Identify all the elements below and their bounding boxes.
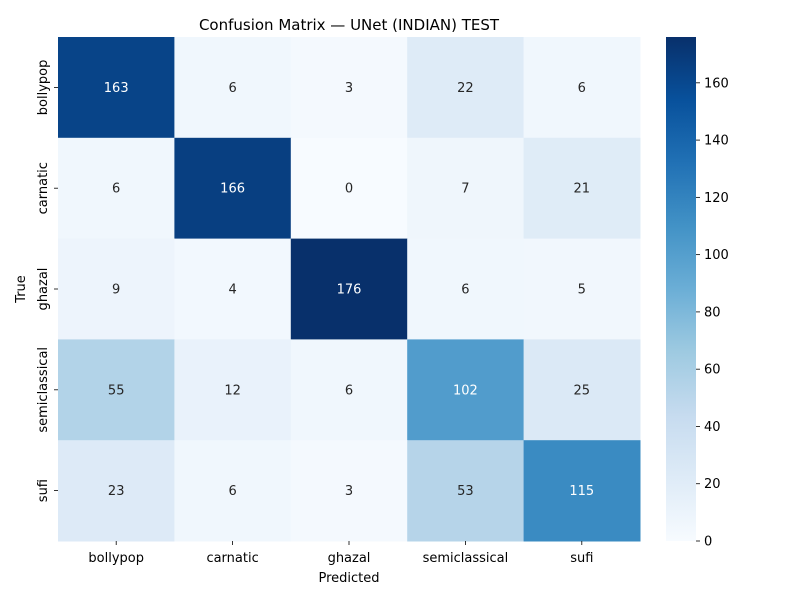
cell-value-label: 6 xyxy=(228,81,236,96)
colorbar-tick-label: 80 xyxy=(704,305,721,320)
heatmap-cell xyxy=(290,37,408,139)
cell-value-label: 166 xyxy=(220,182,245,197)
cell-value-label: 53 xyxy=(457,484,474,499)
heatmap-cell xyxy=(174,238,292,340)
heatmap-cell xyxy=(407,37,525,139)
y-tick-label: carnatic xyxy=(36,162,51,214)
cell-value-label: 55 xyxy=(108,383,125,398)
y-axis-ticks: bollypop carnatic ghazal semiclassical sufi xyxy=(36,60,58,502)
heatmap-cell xyxy=(290,339,408,441)
colorbar-tick-label: 20 xyxy=(704,477,721,492)
cell-value-label: 176 xyxy=(337,283,362,298)
heatmap-cell xyxy=(523,37,641,139)
colorbar-tick-label: 0 xyxy=(704,535,712,550)
colorbar-tick-label: 160 xyxy=(704,76,729,91)
heatmap-cell xyxy=(523,339,641,441)
y-tick-label: ghazal xyxy=(36,268,51,311)
heatmap-cell xyxy=(407,137,525,240)
heatmap-cell xyxy=(58,339,175,441)
x-tick-label: semiclassical xyxy=(423,551,509,566)
cell-value-label: 9 xyxy=(112,283,120,298)
heatmap-cell xyxy=(174,137,292,240)
heatmap-cell xyxy=(523,137,641,240)
cell-value-label: 3 xyxy=(345,484,353,499)
cell-value-label: 163 xyxy=(104,81,129,96)
heatmap-cell xyxy=(407,238,525,340)
y-tick-label: bollypop xyxy=(36,60,51,116)
x-tick-label: ghazal xyxy=(328,551,371,566)
colorbar-tick-label: 100 xyxy=(704,248,729,263)
cell-value-label: 6 xyxy=(461,283,469,298)
cell-value-label: 12 xyxy=(224,383,241,398)
colorbar-tick-label: 60 xyxy=(704,363,721,378)
y-tick-label: semiclassical xyxy=(36,347,51,433)
heatmap-cell xyxy=(290,440,408,542)
cell-value-label: 6 xyxy=(228,484,236,499)
colorbar-ticks: 0 20 40 60 80 100 120 140 160 xyxy=(696,76,729,550)
heatmap-cell xyxy=(58,137,175,240)
y-axis-label: True xyxy=(14,275,29,304)
heatmap-cell xyxy=(407,440,525,542)
colorbar-tick-label: 40 xyxy=(704,420,721,435)
cell-value-label: 3 xyxy=(345,81,353,96)
x-axis-label: Predicted xyxy=(318,571,379,586)
cell-value-label: 21 xyxy=(574,182,591,197)
x-tick-label: carnatic xyxy=(206,551,258,566)
cell-value-label: 4 xyxy=(228,283,236,298)
cell-value-label: 6 xyxy=(578,81,586,96)
heatmap-cell xyxy=(290,238,408,340)
cell-value-label: 7 xyxy=(461,182,469,197)
cell-value-label: 0 xyxy=(345,182,353,197)
cell-value-label: 6 xyxy=(345,383,353,398)
heatmap-cell xyxy=(58,238,175,340)
colorbar xyxy=(666,37,696,541)
cell-value-label: 22 xyxy=(457,81,474,96)
cell-value-label: 23 xyxy=(108,484,125,499)
heatmap-cell xyxy=(290,137,408,240)
cell-value-label: 25 xyxy=(574,383,591,398)
heatmap-cell xyxy=(174,339,292,441)
heatmap-cell xyxy=(58,440,175,542)
chart-title: Confusion Matrix — UNet (INDIAN) TEST xyxy=(199,16,500,34)
colorbar-tick-label: 140 xyxy=(704,134,729,149)
cell-value-label: 6 xyxy=(112,182,120,197)
cell-value-label: 5 xyxy=(578,283,586,298)
x-tick-label: sufi xyxy=(570,551,593,566)
y-tick-label: sufi xyxy=(36,479,51,502)
x-axis-ticks: bollypop carnatic ghazal semiclassical sufi xyxy=(88,541,593,566)
cell-value-label: 115 xyxy=(569,484,594,499)
heatmap-cell xyxy=(174,37,292,139)
heatmap-cell xyxy=(523,440,641,542)
x-tick-label: bollypop xyxy=(88,551,144,566)
cell-value-label: 102 xyxy=(453,383,478,398)
heatmap-cell xyxy=(58,37,175,139)
heatmap-cell xyxy=(523,238,641,340)
heatmap-cell xyxy=(174,440,292,542)
colorbar-tick-label: 120 xyxy=(704,191,729,206)
heatmap-cell xyxy=(407,339,525,441)
